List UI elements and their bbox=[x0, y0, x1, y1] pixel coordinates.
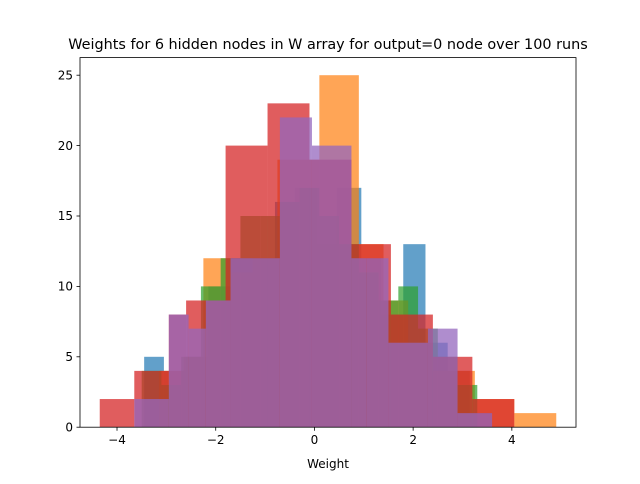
y-tick-label: 5 bbox=[65, 350, 73, 364]
y-tick-label: 25 bbox=[58, 68, 73, 82]
histogram-bar bbox=[457, 413, 493, 428]
x-tick-label: 4 bbox=[508, 433, 516, 447]
histogram-bar bbox=[351, 258, 367, 428]
y-tick-label: 0 bbox=[65, 420, 73, 434]
x-axis-ticks: −4 −2 0 2 4 bbox=[108, 427, 516, 447]
histogram-bar bbox=[366, 258, 389, 428]
plot-area-frame bbox=[79, 57, 577, 428]
histogram-bar bbox=[99, 399, 135, 428]
histogram-bar bbox=[388, 342, 428, 428]
y-tick-label: 10 bbox=[58, 280, 73, 294]
bars-layer bbox=[99, 75, 557, 428]
histogram-bar bbox=[311, 145, 352, 428]
x-tick-label: 0 bbox=[311, 433, 319, 447]
histogram-bar bbox=[134, 399, 169, 428]
x-tick-label: −2 bbox=[207, 433, 225, 447]
histogram-bar bbox=[168, 314, 189, 428]
y-tick-label: 15 bbox=[58, 209, 73, 223]
x-axis-label: Weight bbox=[307, 457, 349, 471]
histogram-bar bbox=[279, 117, 312, 428]
x-tick-label: 2 bbox=[409, 433, 417, 447]
histogram-bar bbox=[188, 328, 206, 428]
series-5-bars bbox=[134, 117, 493, 428]
histogram-bar bbox=[514, 413, 557, 428]
histogram-bar bbox=[205, 300, 231, 428]
x-tick-label: −4 bbox=[108, 433, 126, 447]
y-axis-ticks: 0 5 10 15 20 25 bbox=[58, 68, 80, 434]
histogram-bar bbox=[427, 328, 458, 428]
y-tick-label: 20 bbox=[58, 139, 73, 153]
chart-title: Weights for 6 hidden nodes in W array fo… bbox=[68, 37, 588, 53]
histogram-bar bbox=[230, 258, 280, 428]
